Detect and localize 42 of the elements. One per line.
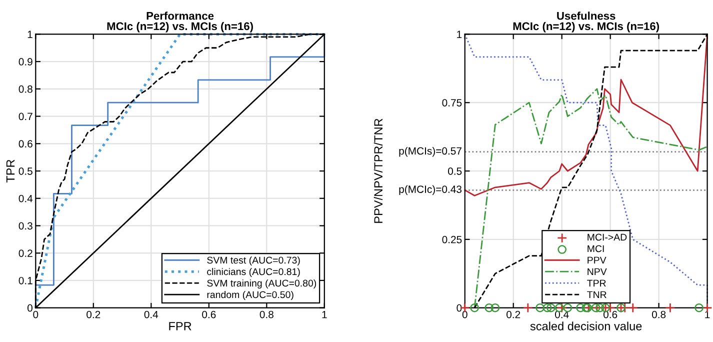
x-tick-label: 0 (462, 310, 468, 318)
x-axis-title: FPR (169, 322, 192, 330)
legend-label: PPV (588, 256, 606, 264)
y-tick-label: 0.2 (18, 250, 32, 257)
x-tick-label: 0.2 (86, 310, 100, 318)
legend-label: SVM test (AUC=0.73) (207, 256, 300, 266)
x-tick-label: 0.8 (652, 310, 666, 318)
y-tick-label: 0.5 (18, 168, 32, 175)
ref-line-label: p(MCIc)=0.43 (399, 185, 462, 196)
y-tick-label: 0.8 (18, 85, 32, 93)
x-axis-title: scaled decision value (530, 322, 642, 330)
chart-title: Usefulness MCIc (n=12) vs. MCIs (n=16) (513, 12, 660, 32)
legend-label: random (AUC=0.50) (207, 290, 294, 300)
y-tick-label: 0.7 (18, 112, 32, 120)
y-tick-label: 0.75 (442, 99, 462, 106)
y-tick-label: 0.4 (18, 194, 33, 202)
y-tick-label: 0.1 (18, 276, 32, 284)
x-tick-label: 0.4 (144, 310, 158, 318)
legend-label: TNR (587, 291, 606, 298)
legend-label: SVM training (AUC=0.80) (207, 279, 316, 289)
y-tick-label: 1 (457, 30, 462, 38)
x-tick-label: 1 (322, 310, 327, 318)
legend-label: MCI (588, 245, 604, 252)
legend-label: MCI->AD (588, 234, 627, 241)
x-tick-label: 0.8 (260, 310, 274, 318)
y-tick-label: 0.3 (18, 222, 32, 230)
x-tick-label: 0.6 (202, 310, 216, 318)
y-axis-title: TPR (6, 160, 15, 183)
y-tick-label: 0.6 (18, 140, 32, 148)
legend-label: TPR (587, 280, 606, 287)
y-tick-label: 0.9 (18, 58, 32, 66)
ref-line-label: p(MCIs)=0.57 (399, 146, 462, 157)
y-axis-title: PPV/NPV/TPR/TNR (374, 118, 383, 223)
y-tick-label: 1 (28, 30, 32, 38)
legend-label: NPV (588, 268, 607, 276)
y-tick-label: 0.25 (442, 236, 462, 244)
x-tick-label: 0.2 (506, 310, 520, 318)
y-tick-label: 0 (27, 304, 32, 312)
chart-title: Performance MCIc (n=12) vs. MCIs (n=16) (107, 12, 253, 32)
y-tick-label: 0.5 (448, 168, 462, 175)
legend-label: clinicians (AUC=0.81) (207, 268, 300, 278)
x-tick-label: 0 (33, 310, 38, 318)
